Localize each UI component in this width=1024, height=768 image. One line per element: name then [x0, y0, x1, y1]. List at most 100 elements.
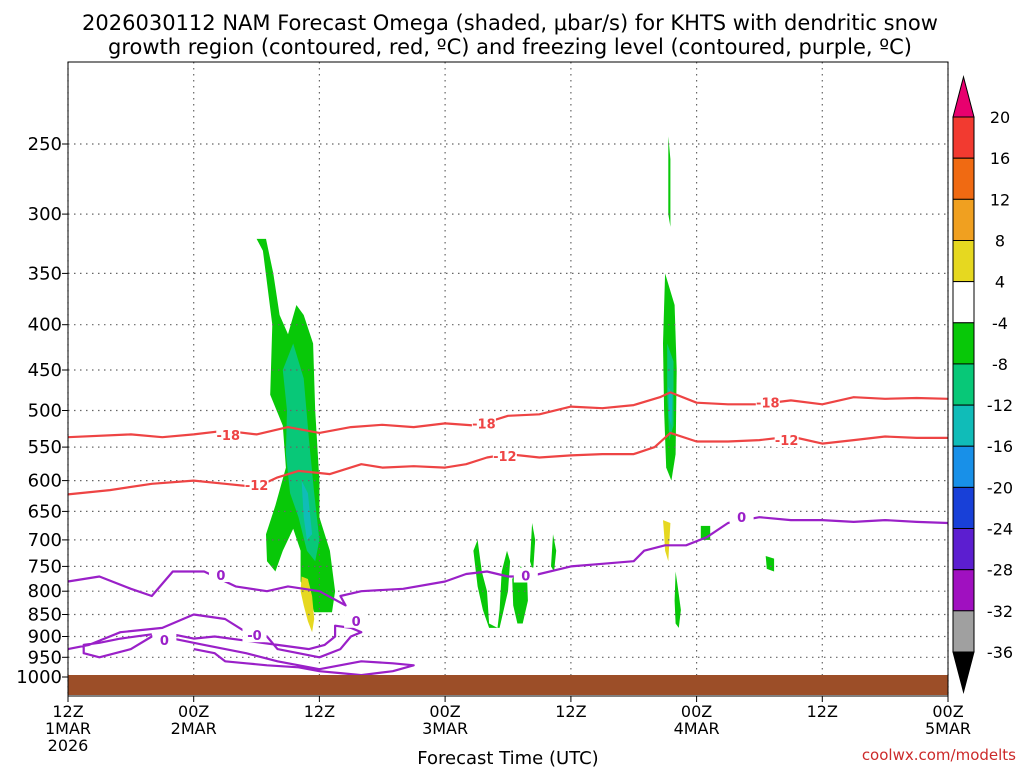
x-tick-label: 12Z — [807, 702, 838, 721]
plot-frame — [67, 61, 949, 697]
y-tick-label: 400 — [28, 315, 62, 336]
contour-label-bg — [774, 432, 799, 448]
colorbar-bin — [952, 569, 975, 612]
omega-shaded-region — [668, 136, 671, 227]
contour-label-bg — [242, 627, 267, 643]
colorbar-label: -32 — [987, 602, 1013, 621]
y-tick-label: 750 — [28, 556, 62, 577]
y-tick-label: 550 — [28, 437, 62, 458]
colorbar-bin — [952, 445, 975, 488]
y-tick-label: 350 — [28, 263, 62, 284]
contour-label-bg — [344, 612, 369, 628]
contour-line — [172, 637, 415, 677]
colorbar-label: -28 — [987, 561, 1013, 580]
y-tick-label: 950 — [28, 647, 62, 668]
omega-shaded-region — [765, 556, 775, 572]
contour-label-bg — [471, 415, 496, 431]
colorbar-bin — [952, 157, 975, 200]
omega-shaded-region — [300, 576, 315, 633]
x-tick-label: 1MAR — [45, 719, 91, 738]
colorbar-bin — [952, 363, 975, 406]
credit-label: coolwx.com/modelts — [862, 746, 1016, 764]
omega-shaded-region — [663, 520, 671, 562]
colorbar-label: 12 — [990, 190, 1010, 209]
omega-shaded-region — [551, 534, 557, 572]
omega-shaded-region — [473, 539, 511, 628]
colorbar-bin — [952, 528, 975, 571]
x-tick-label: 00Z — [681, 702, 712, 721]
omega-shaded-region — [674, 571, 681, 628]
x-tick-label: 12Z — [555, 702, 586, 721]
colorbar-label: -20 — [987, 478, 1013, 497]
contour-label-bg — [216, 427, 241, 443]
contour-label: 0 — [216, 569, 225, 584]
contour-label: 0 — [160, 634, 169, 649]
x-tick-label: 00Z — [429, 702, 460, 721]
x-tick-label: 3MAR — [422, 719, 468, 738]
contour-lines — [67, 391, 949, 677]
colorbar-label: 8 — [995, 232, 1005, 251]
y-tick-label: 700 — [28, 530, 62, 551]
contour-label-bg — [729, 509, 754, 525]
colorbar-label: -8 — [992, 355, 1008, 374]
colorbar-label: -36 — [987, 643, 1013, 662]
contour-label: -18 — [756, 397, 780, 412]
y-tick-label: 500 — [28, 401, 62, 422]
colorbar-label: 20 — [990, 108, 1010, 127]
omega-shaded-region — [282, 343, 320, 562]
y-tick-label: 250 — [28, 134, 62, 155]
omega-shaded-region — [530, 523, 536, 572]
contour-label: 0 — [352, 615, 361, 630]
colorbar-bin — [952, 198, 975, 242]
y-tick-label: 850 — [28, 605, 62, 626]
contour-line — [67, 613, 363, 659]
colorbar-label: -4 — [992, 314, 1008, 333]
x-tick-label: 00Z — [178, 702, 209, 721]
contour-label: -12 — [493, 450, 517, 465]
contour-label: 0 — [737, 511, 746, 526]
colorbar: 20 16 12 8 4 -4 -8 -12 -16 -20 -24 -28 -32 -36 — [952, 75, 1013, 694]
omega-shaded-region — [668, 386, 673, 426]
y-tick-label: 300 — [28, 204, 62, 225]
colorbar-label: -12 — [987, 396, 1013, 415]
x-tick-label: 5MAR — [925, 719, 971, 738]
x-tick-label: 2MAR — [171, 719, 217, 738]
y-axis-ticks: 2503003504004505005506006507007508008509… — [16, 134, 68, 688]
terrain-band — [68, 675, 948, 695]
contour-label: -0 — [247, 629, 261, 644]
omega-shaded-region — [301, 480, 313, 540]
contour-label: 0 — [521, 570, 530, 585]
x-tick-label: 12Z — [52, 702, 83, 721]
contour-label: -18 — [217, 429, 241, 444]
colorbar-label: 16 — [990, 149, 1010, 168]
y-tick-label: 650 — [28, 501, 62, 522]
chart-title-line-1: 2026030112 NAM Forecast Omega (shaded, μ… — [82, 11, 938, 35]
y-tick-label: 1000 — [16, 667, 62, 688]
contour-line — [67, 391, 949, 439]
shaded-omega-regions — [256, 136, 775, 633]
colorbar-label: -24 — [987, 520, 1013, 539]
chart-title-line-2: growth region (contoured, red, ºC) and f… — [108, 35, 912, 59]
colorbar-label: 4 — [995, 273, 1005, 292]
contour-label: -12 — [775, 434, 799, 449]
y-tick-label: 900 — [28, 627, 62, 648]
contour-labels: -18 -18 -18 -12 -12 -12 0 0 0 0 -0 0 — [152, 394, 799, 649]
colorbar-bin — [952, 116, 975, 159]
colorbar-bin — [952, 240, 975, 283]
contour-label-bg — [513, 567, 538, 583]
contour-label-bg — [492, 448, 517, 464]
contour-label-bg — [244, 477, 269, 493]
colorbar-label: -16 — [987, 437, 1013, 456]
gridlines — [67, 62, 949, 696]
y-tick-label: 600 — [28, 471, 62, 492]
colorbar-bottom-arrow — [952, 651, 975, 694]
contour-label-bg — [755, 394, 780, 410]
contour-label-bg — [208, 567, 233, 583]
y-tick-label: 800 — [28, 581, 62, 602]
colorbar-bin — [952, 610, 975, 653]
colorbar-bin — [952, 404, 975, 447]
y-tick-label: 450 — [28, 360, 62, 381]
colorbar-top-arrow — [952, 75, 975, 118]
